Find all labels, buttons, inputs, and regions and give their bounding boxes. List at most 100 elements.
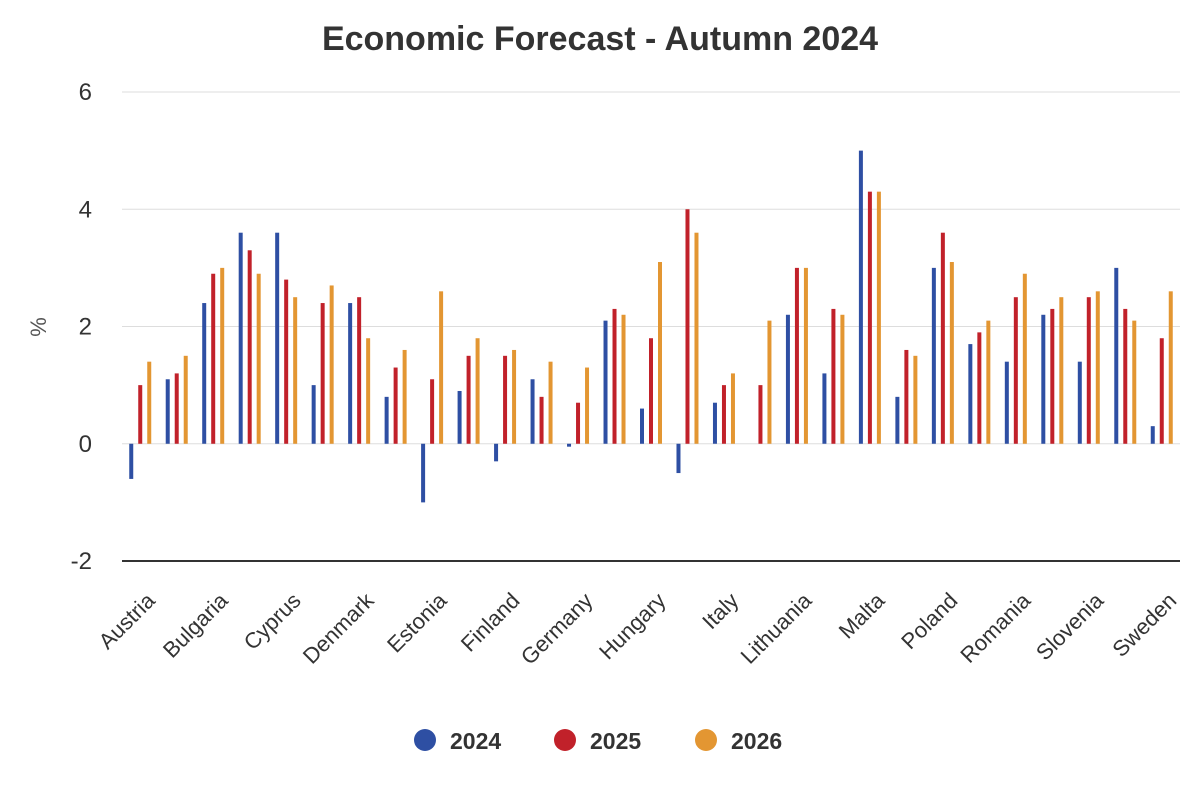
bar-2024-sweden2 bbox=[1041, 314, 1046, 444]
x-tick-label: Estonia bbox=[382, 587, 452, 657]
bar-2025-luxembourg bbox=[758, 385, 763, 444]
bar-2024-spain bbox=[384, 396, 389, 444]
bar-2026-netherlands bbox=[840, 314, 845, 444]
bar-2024-ireland bbox=[603, 320, 608, 444]
legend-label: 2025 bbox=[590, 728, 641, 754]
bar-2025-belgium bbox=[174, 373, 179, 444]
bar-2025-hungary bbox=[649, 338, 653, 444]
x-tick-label: Finland bbox=[456, 588, 525, 657]
x-tick-label: Malta bbox=[834, 587, 890, 643]
legend-marker bbox=[554, 729, 576, 751]
bar-2025-finland bbox=[503, 355, 508, 444]
bar-2025-sweden2 bbox=[1050, 308, 1055, 444]
bar-2024-greece bbox=[530, 379, 535, 444]
bar-2026-ireland bbox=[621, 314, 626, 444]
legend-marker bbox=[695, 729, 717, 751]
bar-2025-france bbox=[466, 355, 471, 444]
bars bbox=[129, 150, 1173, 503]
bar-2025-ireland bbox=[612, 308, 617, 444]
bar-2026-austria bbox=[147, 361, 152, 444]
x-tick-label: Germany bbox=[516, 588, 598, 670]
bar-2026-finland bbox=[512, 349, 517, 444]
bar-2026-cyprus bbox=[293, 297, 298, 444]
bar-2024-finland bbox=[494, 443, 499, 462]
bar-2024-netherlands bbox=[822, 373, 827, 444]
x-tick-label: Romania bbox=[955, 587, 1035, 667]
legend-marker bbox=[414, 729, 436, 751]
bar-2025-portugal bbox=[904, 349, 909, 444]
bar-2026-slovenia bbox=[1095, 291, 1100, 444]
bar-2024-lithuania bbox=[785, 314, 790, 444]
bar-2025-sweden bbox=[1159, 338, 1164, 444]
y-tick-label: 6 bbox=[79, 79, 92, 106]
legend-item-2025: 2025 bbox=[554, 728, 641, 754]
bar-2025-slovenia bbox=[1086, 297, 1091, 444]
legend-label: 2026 bbox=[731, 728, 782, 754]
bar-2026-malta bbox=[876, 191, 881, 444]
y-tick-label: -2 bbox=[71, 548, 92, 575]
bar-2024-denmark bbox=[348, 303, 353, 444]
bar-2025-poland bbox=[940, 232, 945, 444]
legend-item-2024: 2024 bbox=[414, 728, 501, 754]
legend-label: 2024 bbox=[450, 728, 501, 754]
bar-2025-germany bbox=[576, 402, 581, 444]
bar-2026-poland bbox=[949, 262, 954, 444]
bar-2024-bulgaria bbox=[202, 303, 207, 444]
bar-2026-croatia bbox=[256, 273, 261, 444]
bar-2025-austria bbox=[138, 385, 143, 444]
bar-2026-france bbox=[475, 338, 480, 444]
legend: 2024 2025 2026 bbox=[414, 728, 782, 754]
y-tick-label: 2 bbox=[79, 314, 92, 341]
bar-2024-slovakia bbox=[968, 344, 973, 444]
bar-2025-croatia2 bbox=[1123, 308, 1128, 444]
x-tick-label: Lithuania bbox=[736, 587, 817, 668]
bar-2026-slovakia bbox=[986, 320, 991, 444]
bar-2026-estonia bbox=[439, 291, 444, 444]
bar-2024-germany bbox=[567, 443, 572, 447]
bar-2024-france bbox=[457, 390, 462, 444]
x-tick-label: Poland bbox=[896, 588, 962, 654]
y-axis-label: % bbox=[26, 317, 51, 337]
bar-2024-slovenia bbox=[1077, 361, 1082, 444]
x-tick-label: Bulgaria bbox=[158, 587, 233, 662]
bar-2024-romania bbox=[1004, 361, 1009, 444]
bar-2025-netherlands bbox=[831, 308, 836, 444]
bar-2024-belgium bbox=[165, 379, 170, 444]
bar-2024-poland bbox=[931, 267, 936, 444]
bar-2025-malta bbox=[867, 191, 872, 444]
bar-2026-denmark bbox=[366, 338, 371, 444]
bar-2025-croatia bbox=[247, 250, 252, 444]
y-tick-label: 4 bbox=[79, 196, 92, 223]
bar-2026-sweden bbox=[1168, 291, 1173, 444]
bar-2025-spain bbox=[393, 367, 398, 444]
bar-2026-croatia2 bbox=[1132, 320, 1137, 444]
bar-2026-germany bbox=[585, 367, 590, 444]
bar-2024-malta bbox=[858, 150, 863, 444]
bar-2024-cyprus bbox=[275, 232, 280, 444]
bar-2025-cyprus bbox=[284, 279, 289, 444]
bar-2024-italy bbox=[712, 402, 717, 444]
bar-2025-italy bbox=[721, 385, 726, 444]
bar-2025-lithuania bbox=[794, 267, 799, 444]
x-tick-label: Hungary bbox=[594, 588, 670, 664]
x-tick-label: Austria bbox=[94, 587, 161, 654]
y-tick-label: 0 bbox=[79, 431, 92, 458]
x-tick-label: Denmark bbox=[298, 587, 379, 668]
bar-2026-latvia bbox=[694, 232, 699, 444]
bar-2024-hungary bbox=[640, 408, 644, 444]
bar-2026-portugal bbox=[913, 355, 918, 444]
bar-2024-sweden bbox=[1150, 426, 1155, 444]
bar-2024-austria bbox=[129, 443, 134, 479]
bar-2025-greece bbox=[539, 396, 544, 444]
bar-2026-greece bbox=[548, 361, 553, 444]
bar-2026-romania bbox=[1022, 273, 1027, 444]
x-tick-label: Italy bbox=[697, 588, 743, 634]
bar-2024-croatia2 bbox=[1114, 267, 1119, 444]
bar-2024-estonia bbox=[421, 443, 426, 503]
bar-2025-czechia bbox=[320, 303, 325, 444]
chart-title: Economic Forecast - Autumn 2024 bbox=[322, 20, 878, 58]
bar-2025-bulgaria bbox=[211, 273, 216, 444]
